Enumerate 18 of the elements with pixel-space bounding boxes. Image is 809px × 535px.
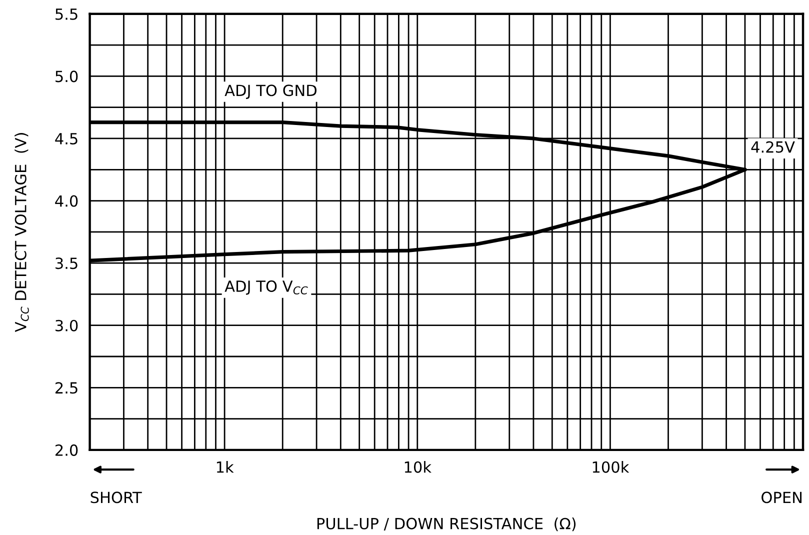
text: OPEN <box>762 492 802 504</box>
series-label: ADJ TO GND <box>224 84 316 100</box>
y-tick-label: 2.0 <box>56 444 78 456</box>
y-tick-label: 4.0 <box>55 195 78 207</box>
x-tick-label: 100k <box>592 461 630 473</box>
series-label: ADJ TO V$_{CC}$ <box>224 280 308 295</box>
y-axis-title: V$_{CC}$ DETECT VOLTAGE (V) <box>14 133 29 332</box>
y-tick-label: 4.5 <box>55 133 78 145</box>
annotation: 4.25V <box>751 141 795 153</box>
x-tick-label: 1k <box>216 461 234 473</box>
y-tick-label: 2.5 <box>56 382 78 394</box>
x-tick-label: 10k <box>404 461 432 473</box>
x-axis-title: PULL-UP / DOWN RESISTANCE (Ω) <box>317 518 576 532</box>
y-tick-label: 5.5 <box>56 8 78 20</box>
text: SHORT <box>90 492 142 504</box>
y-tick-label: 3.5 <box>56 258 78 270</box>
y-tick-label: 5.0 <box>56 70 78 82</box>
y-tick-label: 3.0 <box>56 320 78 332</box>
